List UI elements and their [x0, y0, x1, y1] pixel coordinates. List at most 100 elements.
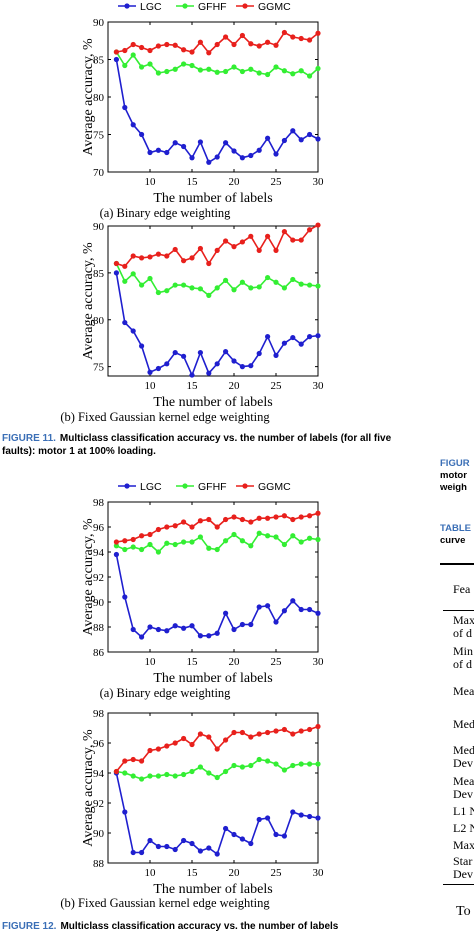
y-tick-label: 94: [93, 768, 105, 780]
data-point-ggmc: [231, 41, 237, 48]
data-point-gfhf: [197, 67, 203, 73]
data-point-lgc: [248, 152, 254, 159]
data-point-ggmc: [273, 247, 279, 253]
data-point-ggmc: [307, 227, 313, 233]
data-point-ggmc: [206, 260, 212, 267]
data-point-ggmc: [248, 519, 254, 525]
legend-label-gfhf: GFHF: [198, 481, 227, 493]
data-point-lgc: [256, 816, 262, 823]
y-tick-label: 85: [93, 268, 105, 280]
data-point-lgc: [231, 148, 237, 154]
plot-frame: [107, 712, 319, 864]
data-point-gfhf: [315, 761, 321, 767]
data-point-gfhf: [214, 774, 220, 781]
data-point-gfhf: [307, 282, 313, 288]
data-point-ggmc: [113, 49, 119, 55]
line-chart-fig12a: 10 15 20 25 30 86 88 90 92 94 96 98 The number of la…: [81, 481, 325, 686]
data-point-gfhf: [139, 64, 145, 70]
data-point-ggmc: [315, 30, 321, 36]
data-point-gfhf: [122, 770, 128, 776]
data-point-lgc: [181, 143, 187, 150]
y-tick-label: 92: [93, 572, 104, 584]
data-point-ggmc: [172, 42, 178, 48]
data-point-gfhf: [113, 543, 119, 549]
y-axis-label: Average accuracy, %: [81, 38, 96, 156]
data-point-ggmc: [281, 726, 287, 733]
data-point-lgc: [139, 343, 145, 349]
data-point-gfhf: [256, 756, 262, 763]
x-axis-label: The number of labels: [153, 191, 272, 206]
data-point-ggmc: [113, 260, 119, 267]
data-point-ggmc: [214, 41, 220, 48]
line-chart-fig11b: 10 15 20 25 30 75 80 85 90 The number of labels Av…: [81, 221, 324, 410]
data-point-ggmc: [172, 740, 178, 746]
data-point-ggmc: [206, 734, 212, 740]
right-table-cell: Star: [453, 854, 473, 868]
data-point-lgc: [307, 606, 313, 613]
data-point-lgc: [164, 843, 170, 850]
data-point-gfhf: [231, 762, 237, 769]
data-point-gfhf: [206, 66, 212, 72]
data-point-gfhf: [130, 52, 136, 58]
x-tick-label: 25: [271, 380, 283, 392]
legend-marker-gfhf: [182, 3, 188, 9]
data-point-gfhf: [147, 773, 153, 779]
data-point-lgc: [197, 848, 203, 854]
data-point-lgc: [155, 147, 161, 153]
data-point-gfhf: [197, 764, 203, 770]
data-point-lgc: [231, 626, 237, 633]
data-point-gfhf: [256, 284, 262, 290]
x-tick-label: 15: [187, 867, 199, 879]
x-tick-label: 30: [313, 656, 325, 668]
data-point-lgc: [281, 137, 287, 144]
right-table-cell: Mea: [453, 774, 474, 788]
legend-marker-lgc: [124, 483, 130, 489]
data-point-lgc: [248, 621, 254, 628]
y-tick-label: 90: [93, 17, 105, 29]
data-point-lgc: [256, 147, 262, 153]
data-point-gfhf: [206, 292, 212, 298]
data-point-ggmc: [122, 758, 128, 764]
subcaption-fig12b: (b) Fixed Gaussian kernel edge weighting: [60, 896, 270, 910]
y-tick-label: 94: [93, 547, 105, 559]
data-point-ggmc: [281, 229, 287, 235]
data-point-lgc: [147, 624, 153, 630]
data-point-gfhf: [298, 281, 304, 287]
data-point-gfhf: [181, 771, 187, 778]
data-point-gfhf: [231, 287, 237, 293]
y-tick-label: 75: [93, 362, 105, 374]
y-tick-label: 85: [93, 55, 105, 67]
data-point-gfhf: [248, 285, 254, 291]
data-point-lgc: [214, 630, 220, 636]
data-point-gfhf: [164, 288, 170, 294]
data-point-lgc: [315, 815, 321, 821]
right-table-rule: [443, 610, 474, 611]
data-point-gfhf: [273, 534, 279, 540]
data-point-lgc: [155, 843, 161, 850]
data-point-gfhf: [298, 539, 304, 545]
data-point-lgc: [214, 361, 220, 367]
data-point-lgc: [307, 813, 313, 820]
data-point-gfhf: [281, 285, 287, 291]
data-point-ggmc: [298, 237, 304, 243]
data-point-gfhf: [273, 761, 279, 767]
data-point-ggmc: [290, 34, 296, 40]
right-table-cell: Max: [453, 613, 474, 627]
data-point-ggmc: [122, 47, 128, 54]
data-point-gfhf: [139, 546, 145, 553]
x-tick-label: 10: [145, 176, 157, 188]
right-table-bottom-rule: [443, 884, 474, 885]
data-point-ggmc: [239, 516, 245, 523]
data-point-gfhf: [315, 536, 321, 543]
data-point-lgc: [214, 154, 220, 160]
figure-12-caption: FIGURE 12. Multiclass classification accu…: [2, 920, 402, 933]
data-point-ggmc: [147, 747, 153, 754]
x-tick-label: 25: [271, 656, 283, 668]
data-point-ggmc: [197, 518, 203, 524]
data-point-lgc: [172, 623, 178, 629]
data-point-gfhf: [206, 545, 212, 551]
data-point-lgc: [265, 334, 271, 340]
data-point-lgc: [256, 350, 262, 357]
data-point-lgc: [315, 610, 321, 616]
data-point-gfhf: [181, 282, 187, 288]
